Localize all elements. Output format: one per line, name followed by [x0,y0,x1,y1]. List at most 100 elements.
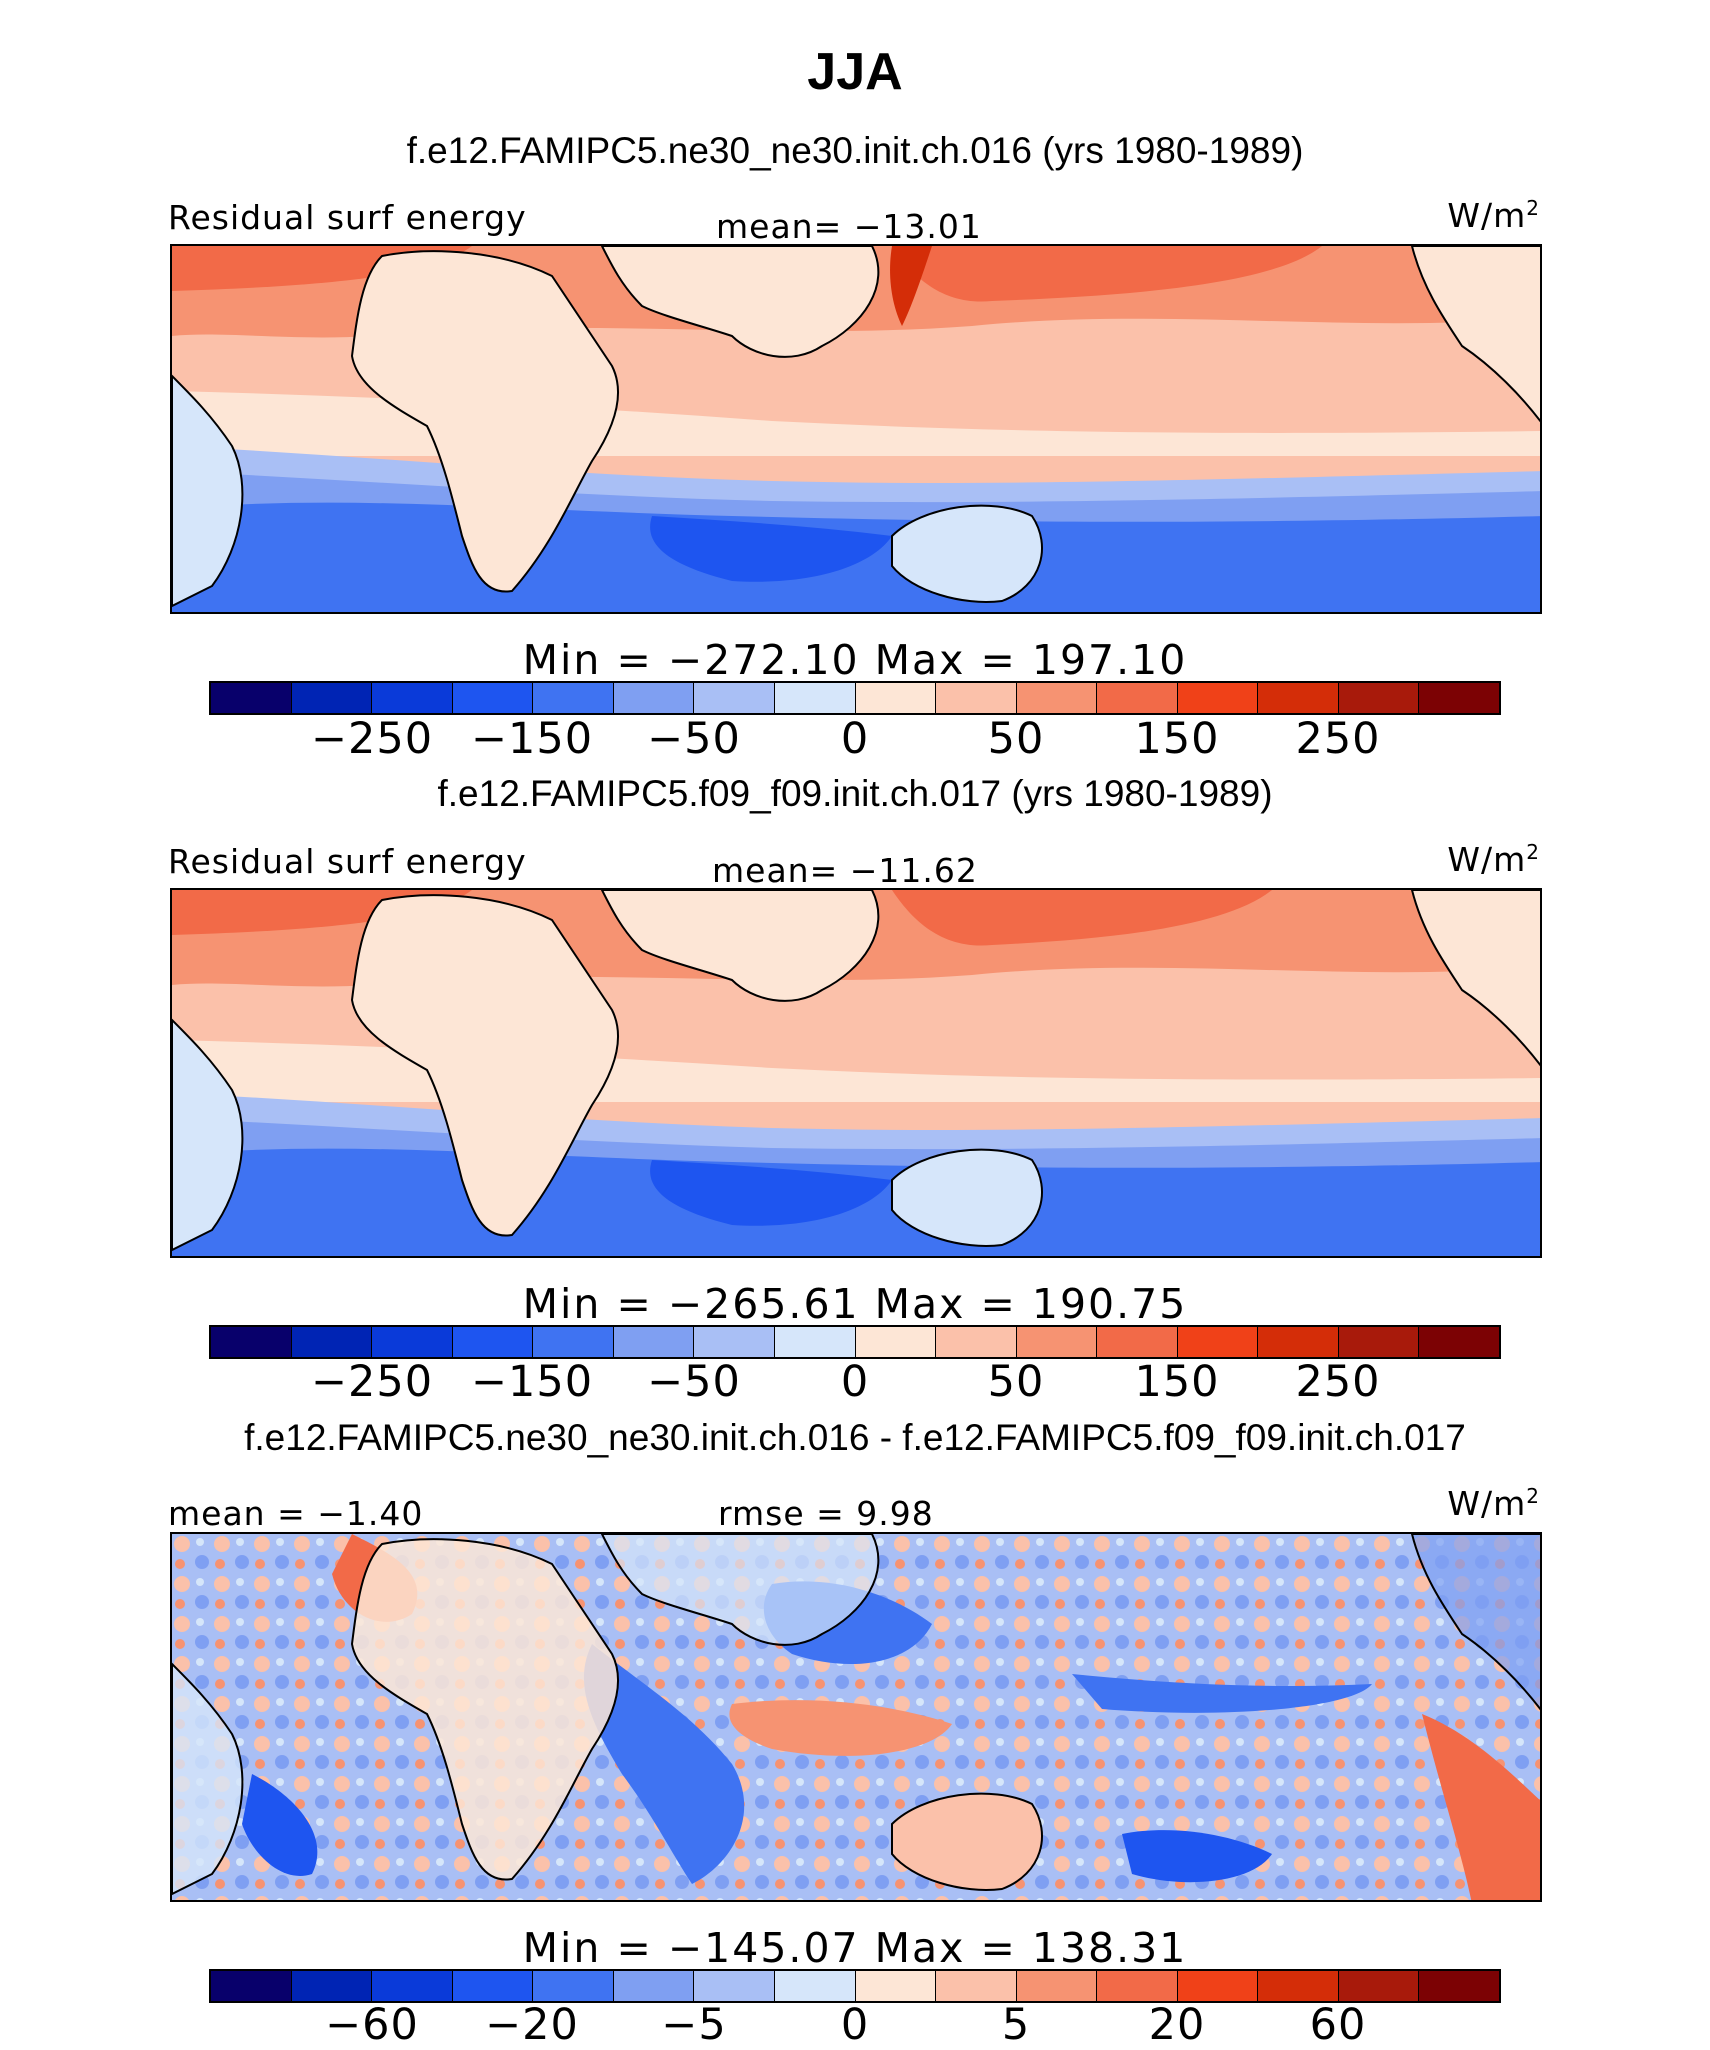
colorbar-segment [291,1971,373,2001]
colorbar-segment [1097,1327,1178,1357]
colorbar-segment [613,1971,695,2001]
colorbar-segment [211,1327,292,1357]
australia-continent [891,1792,1043,1891]
colorbar-segment [694,683,775,713]
panel-1-tick: 50 [987,714,1045,764]
north-america-continent [1410,890,1540,1067]
field-south-indian-core [650,1160,892,1226]
colorbar-segment [774,1327,856,1357]
colorbar-segment [1258,1327,1339,1357]
panel-2-tick: 50 [987,1357,1045,1407]
colorbar-segment [1177,1971,1259,2001]
colorbar-segment [291,683,373,713]
asia-continent [600,1534,880,1646]
colorbar-segment [1419,683,1499,713]
diff-cool-patch [242,1774,318,1876]
panel-3-tick: −60 [325,2000,419,2050]
south-america-continent [172,374,244,608]
colorbar-segment [855,1971,937,2001]
panel-2-minmax: Min = −265.61 Max = 190.75 [522,1280,1188,1328]
australia-continent [891,1148,1043,1247]
colorbar-segment [1338,1971,1420,2001]
panel-1-tick: 0 [840,714,870,764]
colorbar-segment [1419,1971,1499,2001]
panel-1-map [170,244,1542,614]
panel-1-minmax: Min = −272.10 Max = 197.10 [522,636,1188,684]
field-north-pacific [892,890,1272,946]
colorbar-segment [694,1971,775,2001]
figure-title: JJA [807,43,903,101]
panel-3-mean-label: mean = −1.40 [168,1494,424,1533]
africa-continent [350,1538,620,1881]
field-south-indian-core [650,516,892,582]
panel-1-mean-label: mean= −13.01 [716,207,982,246]
panel-2-tick: 0 [840,1357,870,1407]
colorbar-segment [694,1327,775,1357]
north-america-continent [1410,246,1540,423]
panel-3-rmse-label: rmse = 9.98 [718,1494,934,1533]
colorbar-segment [855,683,937,713]
panel-2-variable-label: Residual surf energy [168,842,527,881]
colorbar-segment [1177,683,1259,713]
panel-3-tick: 60 [1309,2000,1367,2050]
colorbar-segment [1258,683,1339,713]
colorbar-segment [1097,683,1178,713]
panel-1-case-title: f.e12.FAMIPC5.ne30_ne30.init.ch.016 (yrs… [406,130,1304,171]
colorbar-segment [1419,1327,1499,1357]
colorbar-segment [1177,1327,1259,1357]
north-america-continent [1410,1534,1540,1711]
panel-2-tick: 150 [1134,1357,1220,1407]
colorbar-segment [211,1971,292,2001]
colorbar-segment [774,1971,856,2001]
diff-cool-patch [583,1644,745,1884]
panel-1-tick: 150 [1134,714,1220,764]
colorbar-segment [1016,1327,1098,1357]
australia-continent [891,504,1043,603]
colorbar-segment [1338,683,1420,713]
colorbar-segment [936,1971,1017,2001]
asia-continent [600,246,880,358]
africa-continent [350,894,620,1237]
colorbar-segment [936,1327,1017,1357]
panel-2-tick: 250 [1295,1357,1381,1407]
panel-3-tick: −5 [661,2000,727,2050]
panel-3-units: W/m2 [1447,1484,1540,1523]
colorbar-segment [452,1971,534,2001]
panel-2-tick: −150 [470,1357,594,1407]
colorbar-segment [372,683,453,713]
colorbar-segment [211,683,292,713]
panel-1-map-canvas [172,246,1540,612]
panel-2-tick: −50 [647,1357,741,1407]
field-north-pacific [892,246,1322,302]
colorbar-segment [291,1327,373,1357]
colorbar-segment [613,1327,695,1357]
colorbar-segment [1338,1327,1420,1357]
colorbar-segment [1016,1971,1098,2001]
panel-2-colorbar [209,1325,1501,1359]
panel-1-tick: −150 [470,714,594,764]
colorbar-segment [613,683,695,713]
colorbar-segment [533,1327,614,1357]
panel-1-variable-label: Residual surf energy [168,198,527,237]
diff-warm-patch [729,1700,952,1756]
panel-3-map [170,1532,1542,1902]
panel-3-tick: 0 [840,2000,870,2050]
colorbar-segment [372,1327,453,1357]
panel-3-colorbar [209,1969,1501,2003]
panel-3-minmax: Min = −145.07 Max = 138.31 [522,1924,1188,1972]
colorbar-segment [452,1327,534,1357]
diff-cool-patch [1122,1830,1272,1883]
panel-3-tick: 20 [1148,2000,1206,2050]
diff-cool-patch [1072,1674,1372,1713]
colorbar-segment [533,683,614,713]
colorbar-segment [1016,683,1098,713]
panel-2-map [170,888,1542,1258]
panel-1-tick: −250 [310,714,434,764]
field-kuroshio [890,246,932,326]
panel-2-tick: −250 [310,1357,434,1407]
colorbar-segment [1258,1971,1339,2001]
panel-2-units: W/m2 [1447,840,1540,879]
colorbar-segment [855,1327,937,1357]
panel-3-map-canvas [172,1534,1540,1900]
panel-1-tick: −50 [647,714,741,764]
